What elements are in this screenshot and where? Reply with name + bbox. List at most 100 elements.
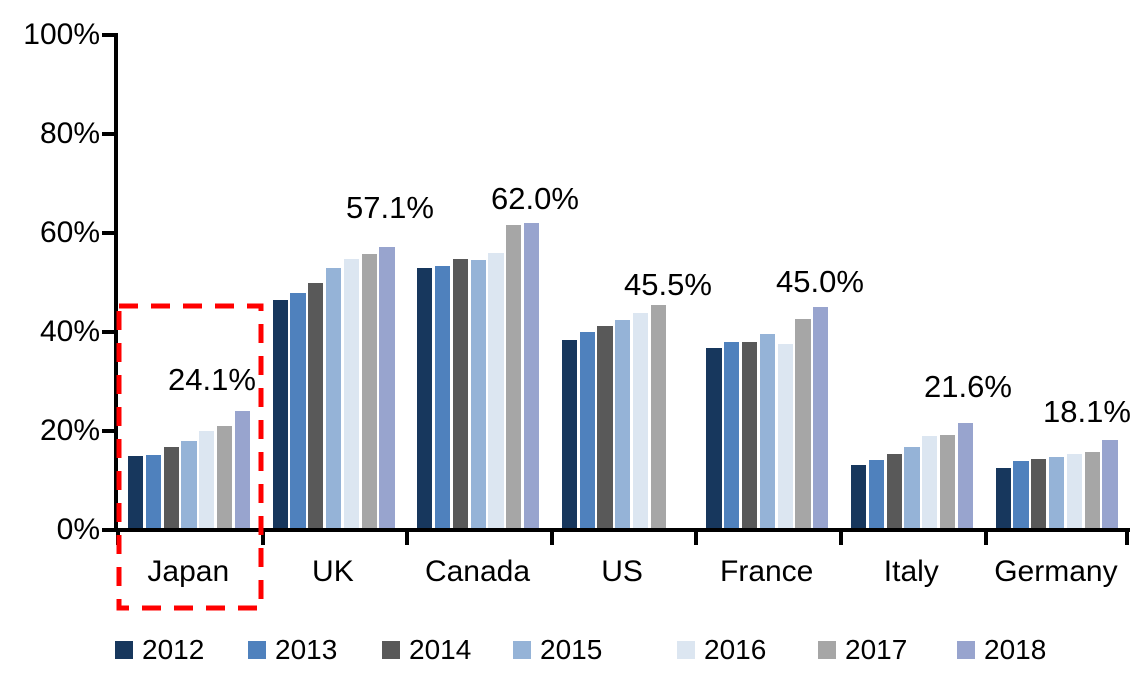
legend-item-2015: 2015 — [513, 633, 602, 667]
y-axis-line — [114, 33, 118, 532]
legend-label-2013: 2013 — [275, 634, 338, 665]
category-label-germany: Germany — [994, 555, 1118, 588]
legend-label-2014: 2014 — [409, 634, 472, 665]
bar-us-2012 — [561, 339, 578, 530]
data-label-uk: 57.1% — [346, 190, 434, 225]
category-label-france: France — [720, 555, 814, 588]
bar-italy-2018 — [957, 423, 974, 530]
bar-uk-2015 — [326, 267, 342, 530]
bar-germany-2018 — [1102, 440, 1118, 530]
bar-germany-2016 — [1066, 453, 1083, 530]
bar-canada-2013 — [435, 265, 451, 530]
category-label-canada: Canada — [424, 555, 531, 588]
legend-swatch-2016 — [677, 641, 695, 659]
bar-germany-2014 — [1031, 458, 1047, 530]
y-tick — [102, 528, 117, 532]
bar-uk-2016 — [343, 259, 360, 530]
y-tick — [102, 429, 117, 433]
legend-item-2016: 2016 — [677, 633, 766, 667]
bar-france-2014 — [742, 342, 758, 530]
bar-canada-2012 — [417, 268, 433, 530]
bar-germany-2013 — [1013, 461, 1029, 530]
y-axis-tick-label: 100% — [23, 18, 100, 51]
bar-italy-2015 — [904, 446, 920, 530]
legend-label-2016: 2016 — [704, 634, 767, 665]
bar-germany-2015 — [1049, 456, 1065, 530]
bar-japan-2015 — [181, 440, 197, 530]
x-tick — [983, 528, 988, 545]
bar-uk-2012 — [272, 300, 288, 530]
data-label-germany: 18.1% — [1043, 394, 1131, 429]
bar-japan-2012 — [128, 456, 144, 530]
x-tick — [1125, 528, 1130, 545]
legend-swatch-2018 — [957, 641, 975, 659]
y-axis-tick-label: 20% — [39, 414, 100, 447]
japan-highlight-box — [116, 303, 264, 611]
bar-italy-2014 — [886, 453, 902, 530]
y-axis-tick-label: 60% — [39, 216, 100, 249]
legend-swatch-2017 — [818, 641, 836, 659]
y-axis-tick-label: 40% — [39, 315, 100, 348]
bar-canada-2015 — [470, 259, 486, 530]
bar-us-2017 — [650, 304, 667, 530]
legend-swatch-2013 — [248, 641, 266, 659]
y-tick — [102, 132, 117, 136]
bar-us-2015 — [615, 320, 631, 530]
data-label-france: 45.0% — [776, 264, 864, 299]
bar-germany-2012 — [995, 468, 1011, 530]
bar-japan-2016 — [199, 431, 215, 530]
data-label-canada: 62.0% — [491, 181, 579, 216]
bar-uk-2018 — [379, 247, 395, 530]
legend-label-2017: 2017 — [845, 634, 908, 665]
x-tick — [549, 528, 554, 545]
bar-france-2016 — [777, 343, 793, 530]
bar-france-2018 — [813, 307, 829, 530]
bar-france-2012 — [706, 348, 722, 530]
x-tick — [839, 528, 843, 545]
x-tick — [260, 528, 265, 545]
y-tick — [102, 330, 117, 334]
bar-us-2016 — [633, 313, 649, 530]
category-label-uk: UK — [312, 555, 354, 588]
category-label-us: US — [601, 555, 643, 588]
bar-uk-2013 — [290, 292, 306, 530]
bar-uk-2017 — [361, 253, 377, 530]
y-tick — [102, 231, 117, 235]
data-label-italy: 21.6% — [924, 369, 1012, 404]
x-axis-line — [114, 528, 1130, 532]
bar-italy-2013 — [868, 460, 885, 530]
bar-japan-2013 — [145, 454, 162, 530]
legend-swatch-2012 — [115, 641, 133, 659]
x-tick — [405, 528, 410, 545]
x-tick — [694, 528, 699, 545]
bar-japan-2018 — [234, 410, 251, 530]
legend-item-2012: 2012 — [115, 633, 204, 667]
category-label-japan: Japan — [147, 555, 230, 588]
bar-canada-2014 — [452, 258, 469, 530]
y-tick — [102, 33, 117, 37]
bar-france-2013 — [724, 342, 740, 530]
bar-italy-2017 — [940, 434, 956, 530]
legend-item-2017: 2017 — [818, 633, 907, 667]
legend-item-2014: 2014 — [382, 633, 471, 667]
japan-highlight-rect — [116, 303, 264, 611]
legend: 2012 2013 2014 2015 2016 2017 2018 — [0, 633, 1142, 667]
legend-item-2018: 2018 — [957, 633, 1046, 667]
bar-canada-2016 — [488, 252, 504, 530]
legend-label-2012: 2012 — [142, 634, 205, 665]
bar-italy-2012 — [851, 464, 867, 530]
data-label-us: 45.5% — [624, 267, 712, 302]
y-axis-tick-label: 80% — [39, 117, 100, 150]
bar-italy-2016 — [922, 436, 938, 530]
bar-japan-2014 — [163, 447, 179, 530]
bar-canada-2017 — [506, 225, 522, 530]
y-axis-tick-label: 0% — [56, 513, 100, 546]
legend-item-2013: 2013 — [248, 633, 337, 667]
data-label-japan: 24.1% — [168, 362, 256, 397]
bar-canada-2018 — [524, 223, 540, 530]
legend-swatch-2014 — [382, 641, 400, 659]
category-label-italy: Italy — [883, 555, 939, 588]
bar-us-2014 — [597, 325, 613, 530]
bar-france-2017 — [795, 319, 811, 530]
